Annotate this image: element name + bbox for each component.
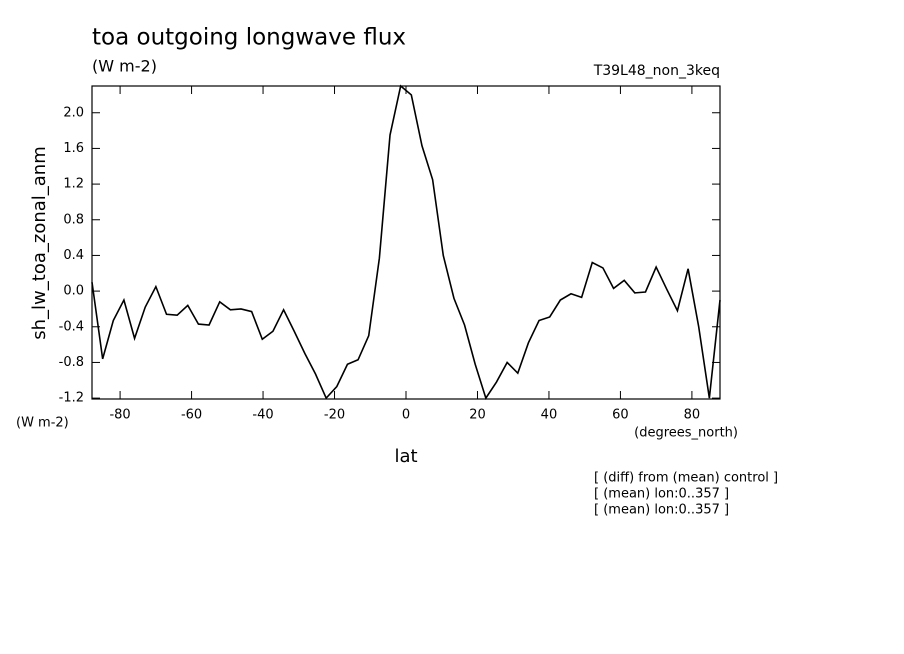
- x-tick-label: 40: [541, 408, 558, 423]
- y-tick-label: 0.0: [63, 284, 84, 299]
- y-tick-label: -1.2: [59, 391, 84, 406]
- chart-title: toa outgoing longwave flux: [92, 25, 406, 51]
- y-tick-label: 1.6: [63, 141, 84, 156]
- y-tick-label: 0.4: [63, 248, 84, 263]
- x-tick-label: 60: [612, 408, 629, 423]
- x-axis-label: lat: [394, 446, 417, 467]
- annotation: [ (mean) lon:0..357 ]: [594, 487, 729, 502]
- x-tick-label: -60: [181, 408, 202, 423]
- run-label: T39L48_non_3keq: [593, 63, 720, 79]
- x-tick-label: -20: [324, 408, 345, 423]
- data-line: [91, 84, 721, 400]
- y-axis-label: sh_lw_toa_zonal_anm: [29, 146, 50, 339]
- x-tick-label: 80: [684, 408, 701, 423]
- y-tick-label: -0.8: [59, 355, 84, 370]
- x-tick-label: -40: [252, 408, 273, 423]
- plot-frame: [91, 85, 721, 400]
- x-axis-unit: (degrees_north): [634, 426, 738, 441]
- y-tick-label: -0.4: [59, 319, 84, 334]
- y-tick-label: 2.0: [63, 105, 84, 120]
- y-tick-label: 0.8: [63, 212, 84, 227]
- x-tick-label: 0: [402, 408, 410, 423]
- annotation: [ (mean) lon:0..357 ]: [594, 503, 729, 518]
- x-tick-label: 20: [469, 408, 486, 423]
- y-axis-unit: (W m-2): [16, 416, 69, 431]
- annotation: [ (diff) from (mean) control ]: [594, 471, 778, 486]
- chart-subtitle: (W m-2): [92, 57, 157, 76]
- y-tick-label: 1.2: [63, 177, 84, 192]
- x-tick-label: -80: [109, 408, 130, 423]
